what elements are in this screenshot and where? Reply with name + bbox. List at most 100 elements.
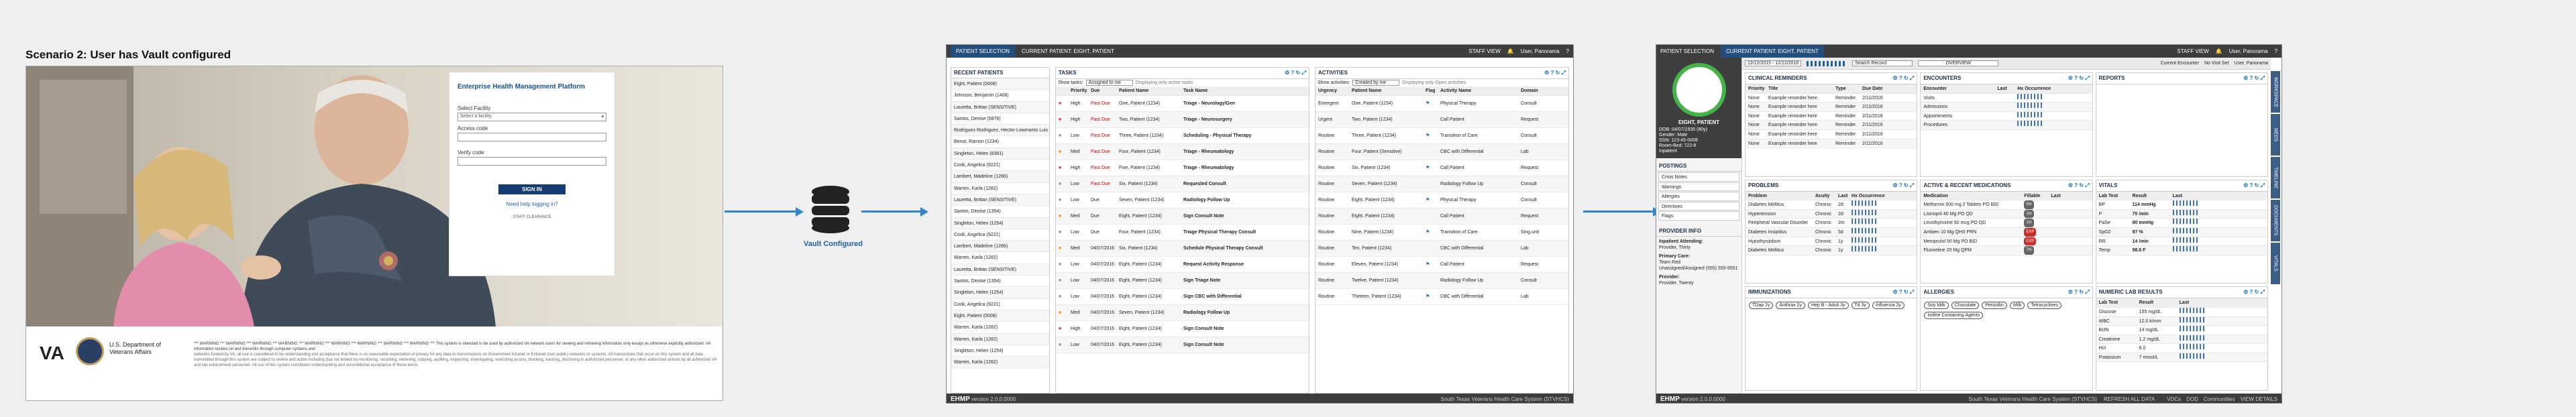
table-row[interactable]: Fluoxetine 20 Mg QPM 7m [1921,246,2092,255]
column-header[interactable]: Priority [1071,88,1087,93]
table-row[interactable]: Admissions [1921,103,2092,112]
column-header[interactable]: Urgency [1318,88,1338,93]
bell-icon[interactable]: 🔔 [1507,48,1514,54]
table-row[interactable]: ■ High Past Due One, Patient (1234) Triage -… [1056,96,1309,112]
tab-current-patient[interactable]: CURRENT PATIENT: EIGHT, PATIENT [1022,48,1114,54]
recent-patient-item[interactable]: Eight, Patient (0008) [951,310,1049,322]
column-header[interactable]: Hx Occurrence [2017,86,2051,91]
recent-patient-item[interactable]: Johnson, Benjamin (1408) [951,90,1049,102]
table-row[interactable]: Metoprolol 50 Mg PO BID EXP [1921,237,2092,247]
status-indicator[interactable]: Communities [2203,396,2235,402]
table-row[interactable]: Temp 98.6 F [2096,246,2267,255]
table-row[interactable]: Urgent Two, Patient (1234) Call Patient Req… [1316,111,1568,128]
table-row[interactable]: Routine Ten, Patient (1234) CBC with Diffe… [1316,240,1568,257]
help-icon[interactable]: ? [1566,48,1569,54]
column-header[interactable]: Due [1091,88,1100,93]
table-row[interactable]: Routine Three, Patient (1234) ⚑ Transition … [1316,128,1568,144]
table-row[interactable]: ■ High 04/07/2016 Eight, Patient (1234) Sign… [1056,321,1309,337]
panel-toolbar-icons[interactable]: ⚙ ? ↻ ⤢ [2243,289,2265,296]
panel-toolbar-icons[interactable]: ⚙ ? ↻ ⤢ [2243,75,2265,81]
panel-toolbar-icons[interactable]: ⚙ ? ↻ ⤢ [1892,289,1915,296]
recent-patient-item[interactable]: Lauretta, Brittan (SENSITIVE) [951,194,1049,206]
table-row[interactable]: ■ Med 04/07/2016 Six, Patient (1234) Schedul… [1056,240,1309,257]
recent-patient-item[interactable]: Lambert, Madeline (1286) [951,241,1049,253]
tab-current-patient[interactable]: CURRENT PATIENT: EIGHT, PATIENT [1721,45,1824,58]
table-row[interactable]: ■ Low 04/07/2016 Eight, Patient (1234) Reque… [1056,257,1309,273]
table-row[interactable]: ■ Low 04/07/2016 Eight, Patient (1234) Sign … [1056,337,1309,353]
tasks-filter-select[interactable]: Assigned to me [1085,80,1133,86]
column-header[interactable]: Problem [1748,193,1768,198]
posting-item[interactable]: Crisis Notes [1658,172,1739,182]
table-row[interactable]: P 70 /min [2096,209,2267,219]
recent-patient-item[interactable]: Warren, Karla (1282) [951,357,1049,369]
table-row[interactable]: ■ Low Due Seven, Patient (1234) Radiology Fo… [1056,192,1309,208]
column-header[interactable]: Type [1835,86,1846,91]
panel-toolbar-icons[interactable]: ⚙ ? ↻ ⤢ [2068,182,2090,188]
recent-patient-item[interactable]: Santos, Denise (1354) [951,206,1049,218]
column-header[interactable]: Last [2179,300,2190,306]
side-tab[interactable]: DOCUMENTS [2271,200,2280,241]
table-row[interactable]: None Example reminder here Reminder 2/11/20… [1746,121,1917,130]
column-header[interactable]: Fillable [2024,193,2041,198]
table-row[interactable]: Hypothyroidism Chronic 1y [1746,237,1917,247]
side-tab[interactable]: VITALS [2271,243,2280,284]
table-row[interactable]: SpO2 97 % [2096,228,2267,237]
column-header[interactable]: Last [2172,193,2183,198]
side-tab[interactable]: WORKSPACE [2271,71,2280,113]
column-header[interactable] [1059,86,1071,95]
sign-in-button[interactable]: SIGN IN [498,184,566,194]
table-row[interactable]: Metformin 500 mg 2 Tablets PO BID 5m [1921,200,2092,210]
panel-toolbar-icons[interactable]: ⚙ ? ↻ ⤢ [1544,70,1566,76]
facility-select[interactable]: Select a facility ▾ [458,113,606,121]
table-row[interactable]: None Example reminder here Reminder 2/11/20… [1746,94,1917,103]
panel-toolbar-icons[interactable]: ⚙ ? ↻ ⤢ [1285,70,1306,76]
table-row[interactable]: RR 14 /min [2096,237,2267,247]
column-header[interactable]: Medication [1923,193,1948,198]
panel-toolbar-icons[interactable]: ⚙ ? ↻ ⤢ [1892,75,1915,81]
table-row[interactable]: Hypertension Chronic 2d [1746,209,1917,219]
recent-patient-item[interactable]: Singleton, Helen (8381) [951,147,1049,160]
table-row[interactable]: Routine Four, Patient (Sensitive) CBC with… [1316,143,1568,160]
posting-item[interactable]: Allergies [1658,192,1739,201]
column-header[interactable]: Acuity [1815,193,1830,198]
table-row[interactable]: Routine Six, Patient (1234) ⚑ Call Patient R… [1316,160,1568,176]
table-row[interactable]: ■ High Past Due Five, Patient (1234) Triage … [1056,160,1309,176]
table-row[interactable]: Routine Eight, Patient (1234) ⚑ Physical Th… [1316,192,1568,208]
staff-view-button[interactable]: STAFF VIEW [2177,48,2209,54]
recent-patient-item[interactable]: Lauretta, Brittan (SENSITIVE) [951,263,1049,276]
workspace-select[interactable]: OVERVIEW [1918,60,1999,66]
immunization-chip[interactable]: Influenza 2y [1872,302,1904,310]
column-header[interactable]: Lab Test [2098,193,2118,198]
column-header[interactable]: Result [2132,193,2147,198]
table-row[interactable]: Routine Nine, Patient (1234) ⚑ Transition o… [1316,225,1568,241]
recent-patient-item[interactable]: Cook, Angelica (9221) [951,299,1049,310]
allergy-chip[interactable]: Soy Milk [1924,302,1949,310]
column-header[interactable]: Patient Name [1352,88,1382,93]
table-row[interactable]: Emergent One, Patient (1234) ⚑ Physical The… [1316,96,1568,112]
recent-patient-item[interactable]: Singleton, Helen (1254) [951,217,1049,229]
column-header[interactable]: Priority [1748,86,1765,91]
side-tab[interactable]: TIMELINE [2271,157,2280,198]
column-header[interactable]: Last [2051,193,2061,198]
date-range-picker[interactable]: 12/12/2015 - 12/12/2016 [1745,60,1802,66]
allergy-chip[interactable]: Iodine Containing Agents [1924,312,1984,320]
bell-icon[interactable]: 🔔 [2215,48,2222,54]
table-row[interactable]: Ambien 10 Mg QHS PRN EXP [1921,228,2092,237]
table-row[interactable]: Routine Eight, Patient (1234) Call Patient… [1316,208,1568,225]
column-header[interactable]: Flag [1426,88,1436,93]
table-row[interactable]: Diabetes Mellitus Chronic 1y [1746,246,1917,255]
table-row[interactable]: Glucose 155 mg/dL [2096,307,2267,317]
table-row[interactable]: ■ Med Due Eight, Patient (1234) Sign Consult… [1056,208,1309,225]
table-row[interactable]: None Example reminder here Reminder 2/11/20… [1746,139,1917,149]
column-header[interactable]: Last [1997,86,2007,91]
recent-patient-item[interactable]: Santos, Denise (5876) [951,113,1049,125]
help-icon[interactable]: ? [2274,48,2277,54]
immunization-chip[interactable]: Td 3y [1851,302,1870,310]
recent-patient-item[interactable]: Cook, Angelica (9221) [951,160,1049,172]
table-row[interactable]: ■ Med Past Due Four, Patient (1234) Triage -… [1056,143,1309,160]
allergy-chip[interactable]: Penicillin [1982,302,2007,310]
table-row[interactable]: Diabetes Insipidus Chronic 5d [1746,228,1917,237]
allergy-chip[interactable]: Tetracyclines [2027,302,2061,310]
table-row[interactable]: BP 114 mmHg [2096,200,2267,210]
search-record-input[interactable]: Search Record [1852,60,1913,66]
